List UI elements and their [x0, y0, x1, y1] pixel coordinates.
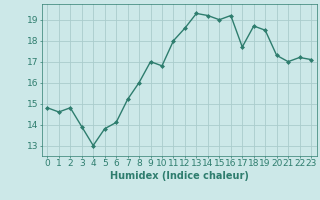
X-axis label: Humidex (Indice chaleur): Humidex (Indice chaleur) [110, 171, 249, 181]
